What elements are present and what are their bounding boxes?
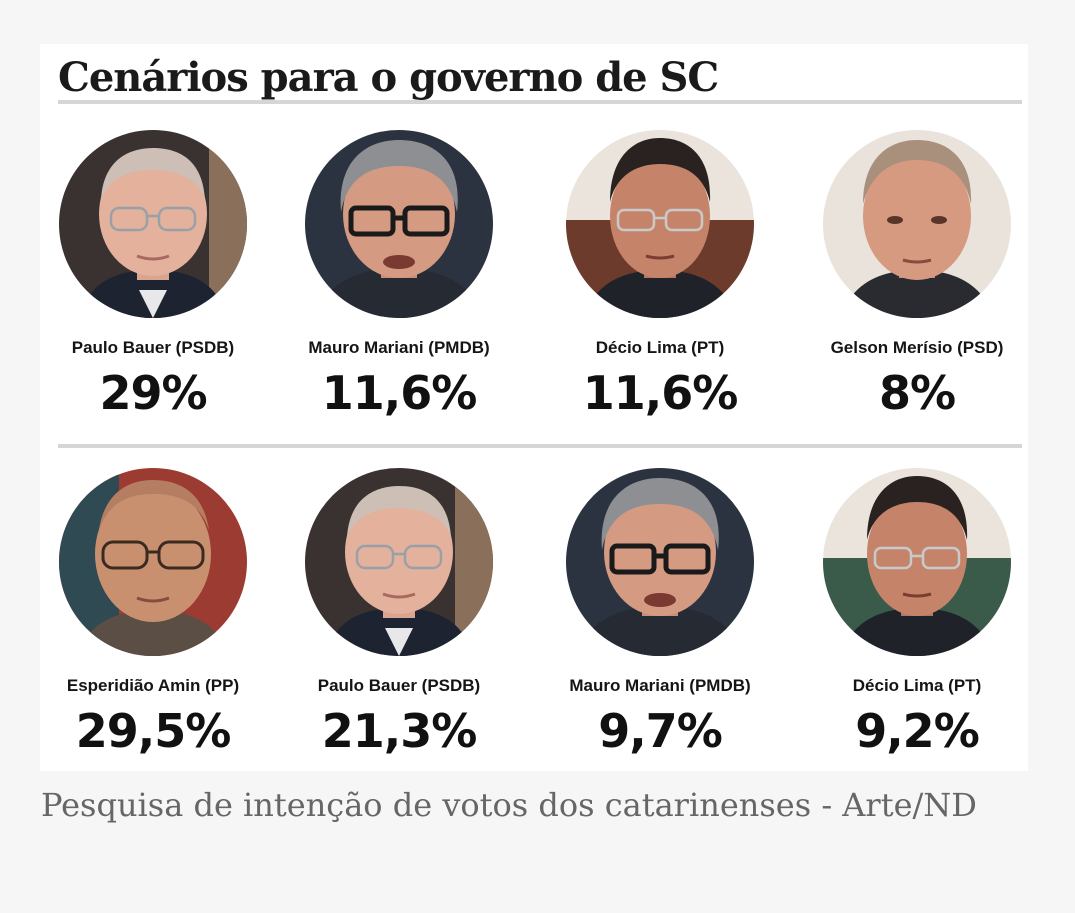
portrait-photo — [305, 468, 493, 656]
portrait-photo — [566, 468, 754, 656]
candidate-name: Mauro Mariani (PMDB) — [308, 338, 490, 357]
candidate-percent: 11,6% — [582, 366, 739, 420]
candidate-card: Gelson Merísio (PSD) 8% — [797, 126, 1037, 446]
candidate-name: Décio Lima (PT) — [852, 676, 982, 695]
candidate-percent: 9,7% — [598, 704, 723, 758]
portrait-photo — [823, 468, 1011, 656]
portrait-photo — [59, 468, 247, 656]
scenario-1: Paulo Bauer (PSDB) 29% — [40, 126, 1028, 446]
infographic-title: Cenários para o governo de SC — [58, 54, 719, 101]
portrait-photo — [823, 130, 1011, 318]
candidate-card: Mauro Mariani (PMDB) 11,6% — [279, 126, 519, 446]
portrait-photo — [566, 130, 754, 318]
candidate-percent: 9,2% — [855, 704, 980, 758]
candidate-name: Décio Lima (PT) — [595, 338, 725, 357]
candidate-name: Esperidião Amin (PP) — [66, 676, 240, 695]
scenario-divider — [58, 444, 1022, 448]
candidate-percent: 29% — [99, 366, 207, 420]
candidate-name: Paulo Bauer (PSDB) — [71, 338, 235, 357]
scenario-2: Esperidião Amin (PP) 29,5% — [40, 464, 1028, 784]
candidate-card: Mauro Mariani (PMDB) 9,7% — [540, 464, 780, 784]
image-caption: Pesquisa de intenção de votos dos catari… — [41, 786, 977, 824]
candidate-percent: 8% — [878, 366, 956, 420]
candidate-name: Gelson Merísio (PSD) — [830, 338, 1004, 357]
candidate-card: Paulo Bauer (PSDB) 21,3% — [279, 464, 519, 784]
infographic: Cenários para o governo de SC — [40, 44, 1028, 771]
candidate-percent: 29,5% — [75, 704, 232, 758]
candidate-name: Mauro Mariani (PMDB) — [569, 676, 751, 695]
candidate-card: Décio Lima (PT) 11,6% — [540, 126, 780, 446]
candidate-card: Esperidião Amin (PP) 29,5% — [33, 464, 273, 784]
candidate-card: Paulo Bauer (PSDB) 29% — [33, 126, 273, 446]
candidate-percent: 11,6% — [321, 366, 478, 420]
title-divider — [58, 100, 1022, 104]
candidate-name: Paulo Bauer (PSDB) — [317, 676, 481, 695]
candidate-card: Décio Lima (PT) 9,2% — [797, 464, 1037, 784]
portrait-photo — [305, 130, 493, 318]
portrait-photo — [59, 130, 247, 318]
candidate-percent: 21,3% — [321, 704, 478, 758]
